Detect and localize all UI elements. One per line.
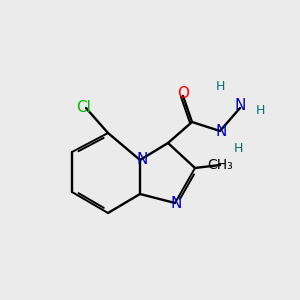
Text: N: N — [215, 124, 227, 139]
Text: H: H — [215, 80, 225, 94]
Text: N: N — [170, 196, 182, 211]
Text: CH₃: CH₃ — [207, 158, 233, 172]
Text: N: N — [234, 98, 246, 113]
Text: H: H — [255, 103, 265, 116]
Text: H: H — [233, 142, 243, 154]
Text: Cl: Cl — [76, 100, 92, 115]
Text: O: O — [177, 86, 189, 101]
Text: N: N — [136, 152, 148, 166]
